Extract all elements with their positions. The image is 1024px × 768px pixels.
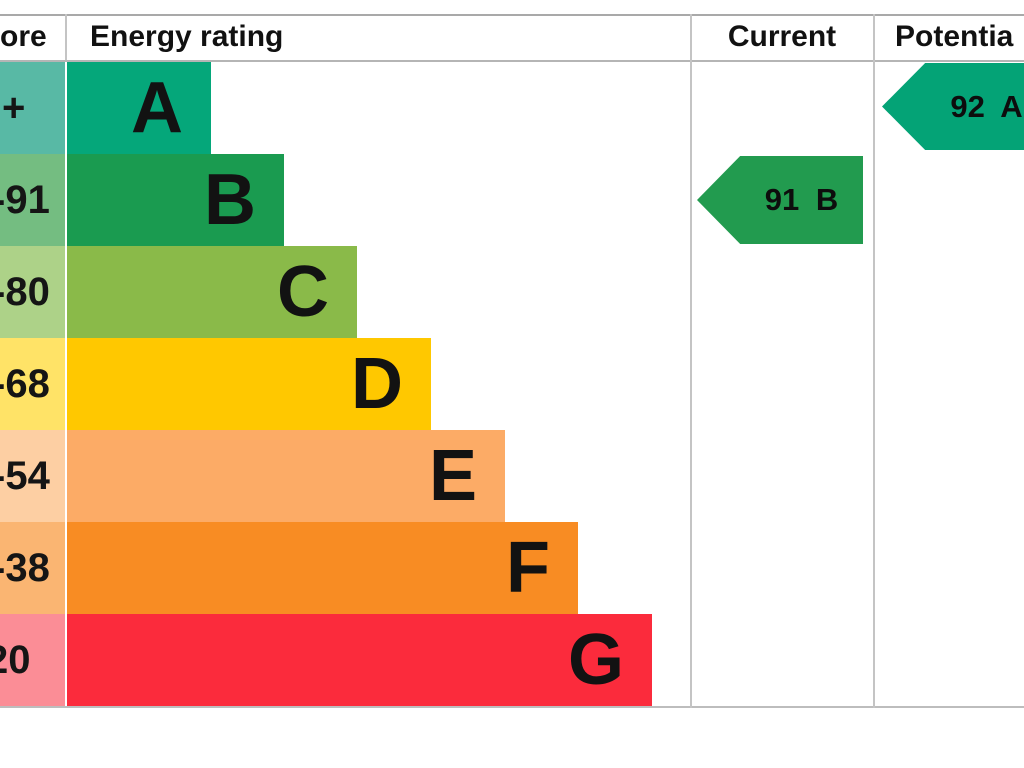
- band-letter-b: B: [204, 160, 256, 240]
- band-bar-f: F: [67, 522, 578, 614]
- band-row-f: -38 F: [0, 522, 1024, 614]
- band-bar-c: C: [67, 246, 357, 338]
- current-column-divider: [690, 14, 692, 708]
- current-rating-text: 91 B: [764, 182, 839, 217]
- band-row-b: -91 B: [0, 154, 1024, 246]
- band-score-cell-d: -68: [0, 338, 65, 430]
- band-score-label-b: -91: [0, 178, 50, 222]
- band-bar-d: D: [67, 338, 431, 430]
- band-bar-g: G: [67, 614, 652, 706]
- band-row-d: -68 D: [0, 338, 1024, 430]
- band-score-cell-g: 20: [0, 614, 65, 706]
- band-score-label-d: -68: [0, 362, 50, 406]
- band-letter-a: A: [131, 68, 183, 148]
- potential-column-divider: [873, 14, 875, 708]
- bottom-divider-line: [0, 706, 1024, 708]
- band-row-g: 20 G: [0, 614, 1024, 706]
- band-score-label-f: -38: [0, 546, 50, 590]
- band-score-cell-b: -91: [0, 154, 65, 246]
- band-bar-e: E: [67, 430, 505, 522]
- band-score-cell-c: -80: [0, 246, 65, 338]
- band-score-label-g: 20: [0, 638, 31, 682]
- band-letter-c: C: [277, 252, 329, 332]
- potential-rating-text: 92 A: [950, 89, 1023, 124]
- band-score-cell-a: +: [0, 62, 65, 154]
- top-divider-line: [0, 14, 1024, 16]
- band-score-label-e: -54: [0, 454, 50, 498]
- potential-column-header: Potentia: [895, 20, 1014, 53]
- potential-rating-arrow: 92 A: [882, 63, 1024, 150]
- band-row-a: + A: [0, 62, 1024, 154]
- band-bar-b: B: [67, 154, 284, 246]
- score-column-divider: [65, 14, 67, 60]
- band-letter-d: D: [351, 344, 403, 424]
- band-letter-g: G: [567, 620, 624, 700]
- energy-rating-header: Energy rating: [90, 20, 284, 53]
- current-column-header: Current: [727, 20, 837, 53]
- band-score-label-a: +: [2, 86, 26, 130]
- header-divider-line: [0, 60, 1024, 62]
- band-row-e: -54 E: [0, 430, 1024, 522]
- score-column-header: ore: [0, 20, 47, 53]
- band-rows: + A -91 B -80 C -68: [0, 62, 1024, 706]
- band-letter-f: F: [506, 528, 550, 608]
- band-score-cell-e: -54: [0, 430, 65, 522]
- band-bar-a: A: [67, 62, 211, 154]
- band-score-label-c: -80: [0, 270, 50, 314]
- band-score-cell-f: -38: [0, 522, 65, 614]
- band-row-c: -80 C: [0, 246, 1024, 338]
- band-letter-e: E: [428, 436, 477, 516]
